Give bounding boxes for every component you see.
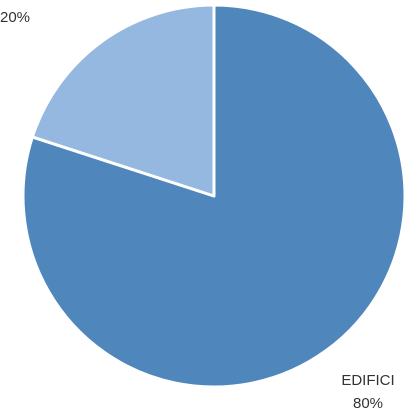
pie-slices — [21, 3, 407, 389]
slice-label-pct-edifici: 80% — [353, 395, 383, 412]
slice-label-pct-other: 20% — [0, 9, 30, 26]
slice-label-name-edifici: EDIFICI — [341, 372, 394, 389]
pie-slice-other — [30, 3, 216, 198]
